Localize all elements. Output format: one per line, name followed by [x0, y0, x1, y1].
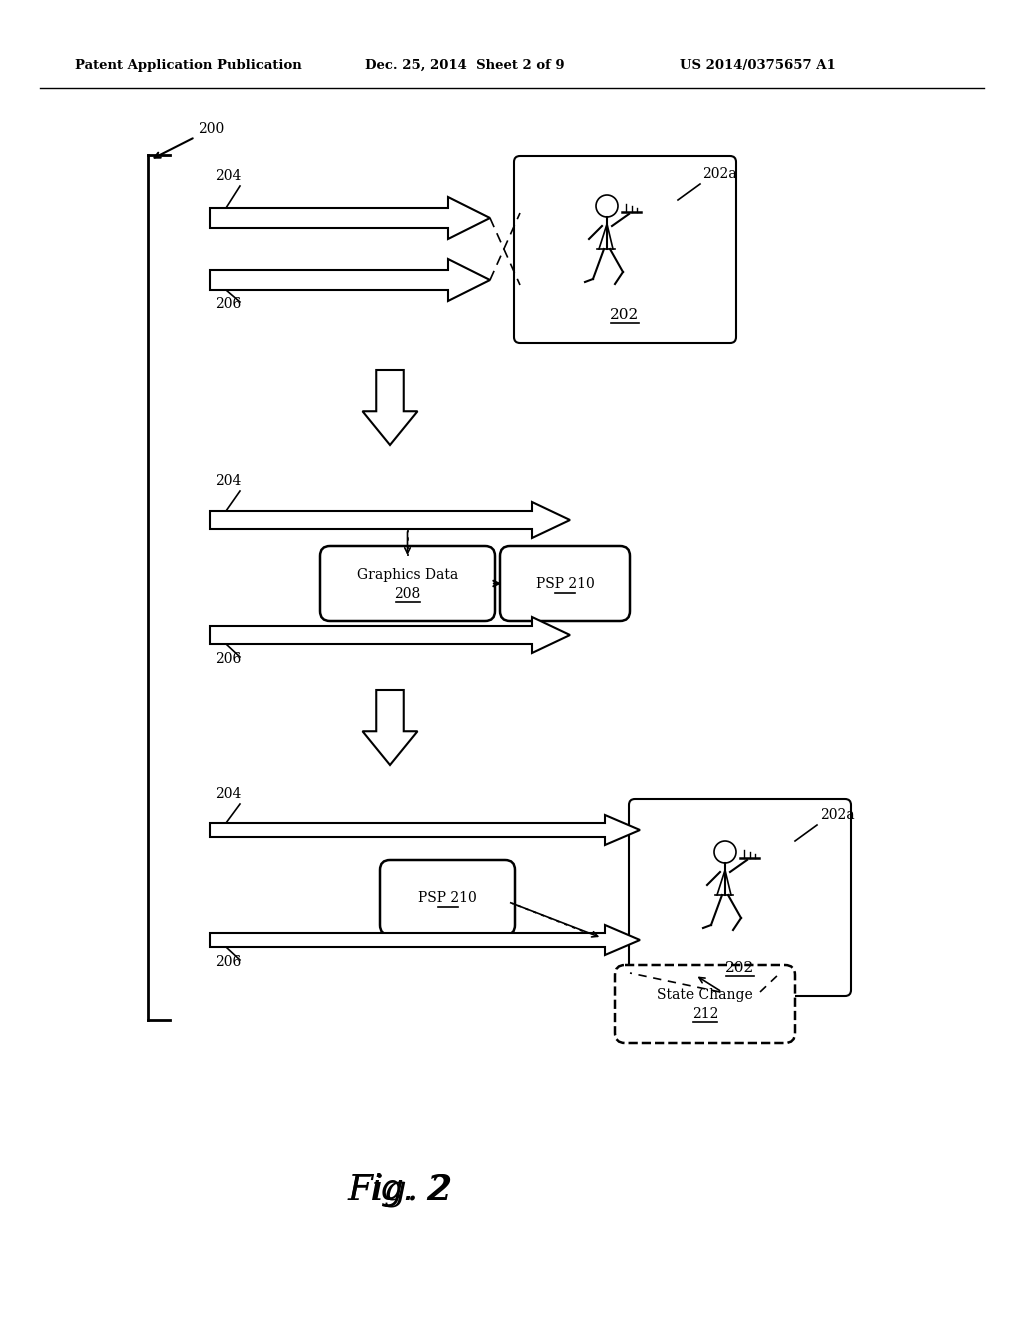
FancyBboxPatch shape — [615, 965, 795, 1043]
Text: 204: 204 — [215, 787, 242, 801]
Polygon shape — [210, 259, 490, 301]
Circle shape — [596, 195, 618, 216]
Text: Patent Application Publication: Patent Application Publication — [75, 58, 302, 71]
Text: 212: 212 — [692, 1007, 718, 1020]
Text: US 2014/0375657 A1: US 2014/0375657 A1 — [680, 58, 836, 71]
Polygon shape — [210, 616, 570, 653]
Text: Graphics Data: Graphics Data — [357, 568, 458, 582]
Text: PSP 210: PSP 210 — [418, 891, 477, 904]
FancyBboxPatch shape — [500, 546, 630, 620]
Polygon shape — [210, 925, 640, 954]
FancyBboxPatch shape — [629, 799, 851, 997]
Text: Dec. 25, 2014  Sheet 2 of 9: Dec. 25, 2014 Sheet 2 of 9 — [365, 58, 564, 71]
Text: 206: 206 — [215, 297, 242, 312]
Polygon shape — [210, 502, 570, 539]
Polygon shape — [210, 814, 640, 845]
Text: PSP 210: PSP 210 — [536, 577, 594, 590]
Text: 208: 208 — [394, 586, 421, 601]
FancyBboxPatch shape — [380, 861, 515, 935]
Text: 206: 206 — [215, 954, 242, 969]
FancyBboxPatch shape — [514, 156, 736, 343]
Text: 204: 204 — [215, 169, 242, 183]
Polygon shape — [362, 690, 418, 766]
Polygon shape — [362, 370, 418, 445]
Text: Fig. 2: Fig. 2 — [350, 1173, 450, 1206]
Text: 202a: 202a — [820, 808, 855, 822]
Circle shape — [714, 841, 736, 863]
Text: 206: 206 — [215, 652, 242, 667]
Text: 200: 200 — [155, 121, 224, 157]
Text: 202: 202 — [610, 308, 640, 322]
Polygon shape — [210, 197, 490, 239]
Text: 202a: 202a — [702, 168, 736, 181]
Text: State Change: State Change — [657, 987, 753, 1002]
FancyBboxPatch shape — [319, 546, 495, 620]
Text: Fig. 2: Fig. 2 — [347, 1173, 453, 1206]
Text: 202: 202 — [725, 961, 755, 975]
Text: 204: 204 — [215, 474, 242, 488]
